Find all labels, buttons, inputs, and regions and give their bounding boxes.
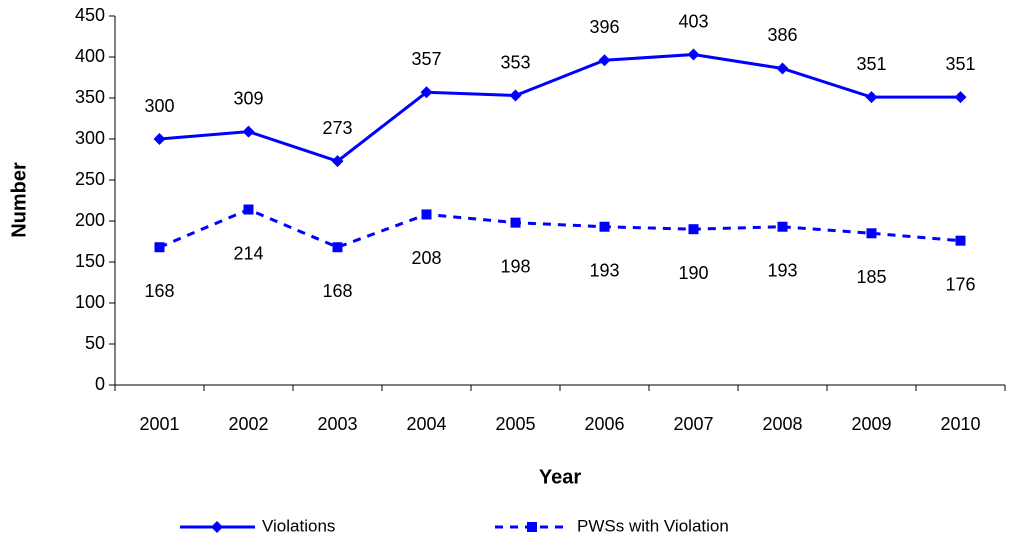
data-point (688, 224, 699, 235)
data-label: 168 (322, 281, 352, 301)
data-point (421, 209, 432, 220)
x-tick-label: 2010 (940, 414, 980, 434)
data-point (777, 221, 788, 232)
x-tick-label: 2008 (762, 414, 802, 434)
data-label: 396 (589, 17, 619, 37)
legend-marker (211, 521, 223, 533)
data-label: 351 (945, 54, 975, 74)
x-tick-label: 2002 (228, 414, 268, 434)
data-label: 176 (945, 274, 975, 294)
x-tick-label: 2005 (495, 414, 535, 434)
data-point (420, 86, 433, 99)
x-tick-label: 2001 (139, 414, 179, 434)
y-tick-label: 50 (85, 333, 105, 353)
y-tick-label: 150 (75, 251, 105, 271)
y-tick-label: 250 (75, 169, 105, 189)
data-point (153, 133, 166, 145)
y-tick-label: 350 (75, 87, 105, 107)
x-tick-label: 2007 (673, 414, 713, 434)
data-point (599, 221, 610, 232)
series-line (158, 207, 961, 249)
legend-label: PWSs with Violation (577, 516, 729, 535)
data-label: 309 (233, 88, 263, 108)
series-line (159, 53, 961, 163)
data-label: 198 (500, 256, 530, 276)
x-tick-label: 2004 (406, 414, 446, 434)
data-label: 214 (233, 243, 263, 263)
data-label: 193 (767, 260, 797, 280)
x-tick-label: 2009 (851, 414, 891, 434)
data-point (154, 242, 165, 253)
data-point (331, 155, 344, 168)
data-label: 185 (856, 267, 886, 287)
data-point (510, 217, 521, 228)
data-point (866, 228, 877, 239)
x-tick-label: 2003 (317, 414, 357, 434)
y-tick-label: 200 (75, 210, 105, 230)
data-point (509, 89, 522, 102)
data-point (687, 48, 700, 61)
legend-label: Violations (262, 516, 335, 535)
data-label: 386 (767, 25, 797, 45)
y-tick-label: 300 (75, 128, 105, 148)
data-label: 273 (322, 118, 352, 138)
data-label: 193 (589, 260, 619, 280)
data-label: 357 (411, 49, 441, 69)
data-label: 353 (500, 52, 530, 72)
data-label: 403 (678, 11, 708, 31)
y-tick-label: 450 (75, 5, 105, 25)
data-point (865, 91, 878, 104)
data-label: 168 (144, 281, 174, 301)
data-point (243, 204, 254, 215)
data-label: 208 (411, 248, 441, 268)
data-label: 190 (678, 263, 708, 283)
data-point (242, 125, 255, 138)
y-tick-label: 100 (75, 292, 105, 312)
data-point (954, 91, 967, 104)
data-point (598, 54, 611, 67)
data-point (332, 242, 343, 253)
x-tick-label: 2006 (584, 414, 624, 434)
y-axis-title: Number (8, 162, 30, 238)
y-tick-label: 0 (95, 374, 105, 394)
data-point (776, 62, 789, 75)
data-label: 351 (856, 54, 886, 74)
x-axis-title: Year (539, 466, 581, 488)
y-tick-label: 400 (75, 46, 105, 66)
data-point (955, 235, 966, 246)
legend-marker (527, 522, 537, 532)
data-label: 300 (144, 96, 174, 116)
